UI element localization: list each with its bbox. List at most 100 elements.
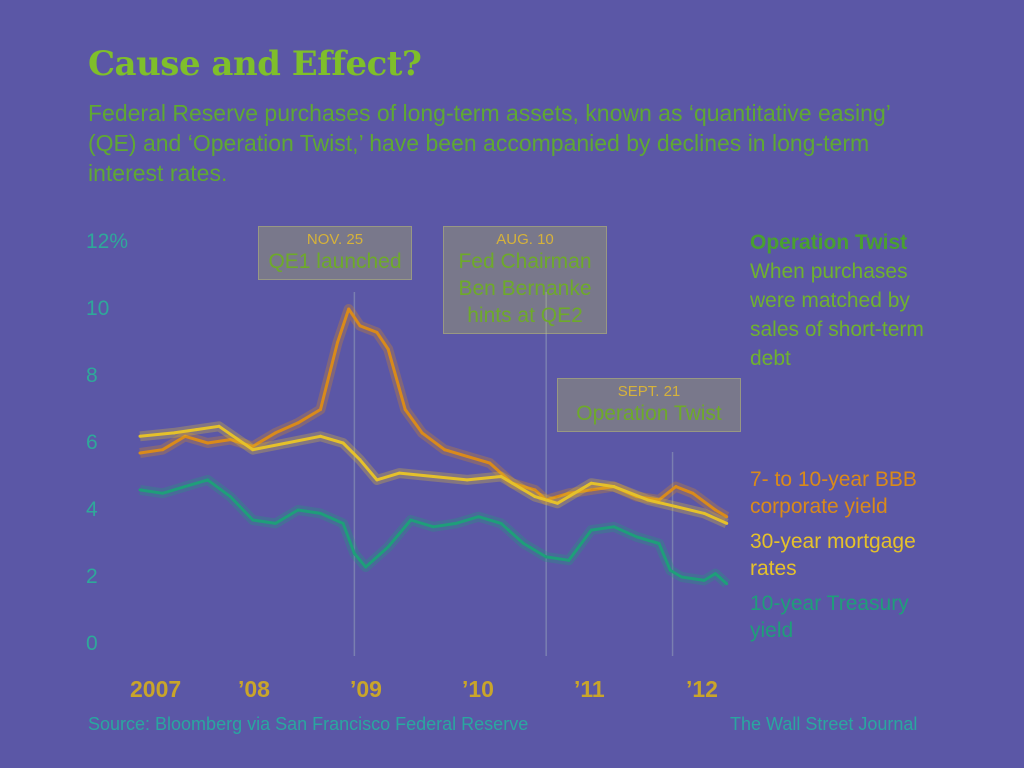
data-point (138, 451, 142, 455)
data-point (319, 434, 323, 438)
legend-treasury: 10-year Treasury yield (750, 592, 909, 642)
data-point (296, 508, 300, 512)
data-point (691, 491, 695, 495)
data-point (206, 441, 210, 445)
y-tick-label: 10 (86, 297, 110, 320)
data-point (465, 478, 469, 482)
data-point (347, 307, 351, 311)
data-point (646, 498, 650, 502)
data-point (183, 434, 187, 438)
note-heading: Operation Twist (750, 231, 908, 254)
data-point (138, 434, 142, 438)
data-point (612, 485, 616, 489)
data-point (273, 431, 277, 435)
data-point (398, 471, 402, 475)
data-point (375, 330, 379, 334)
data-point (431, 525, 435, 529)
data-point (341, 441, 345, 445)
data-point (443, 448, 447, 452)
data-point (465, 454, 469, 458)
data-point (488, 461, 492, 465)
data-point (533, 495, 537, 499)
data-point (386, 347, 390, 351)
data-point (183, 485, 187, 489)
data-point (702, 511, 706, 515)
data-point (358, 324, 362, 328)
data-point (228, 438, 232, 442)
data-point (341, 521, 345, 525)
data-point (217, 424, 221, 428)
chart-subtitle: Federal Reserve purchases of long-term a… (88, 100, 891, 186)
data-point (499, 475, 503, 478)
data-point (375, 478, 379, 482)
data-point (555, 501, 559, 505)
data-point (533, 488, 537, 492)
chart-title: Cause and Effect? (88, 44, 422, 84)
annotation-twist: SEPT. 21 Operation Twist (557, 378, 741, 432)
x-tick-label: ’10 (462, 676, 494, 702)
data-point (420, 431, 424, 435)
y-tick-label: 4 (86, 498, 98, 521)
x-tick-label: ’09 (350, 676, 382, 702)
data-point (499, 521, 503, 525)
data-point (228, 495, 232, 499)
credit: The Wall Street Journal (730, 714, 918, 734)
data-point (589, 488, 593, 492)
source-note: Source: Bloomberg via San Francisco Fede… (88, 714, 529, 734)
data-point (522, 542, 526, 545)
data-point (674, 485, 678, 489)
data-point (668, 568, 672, 572)
data-point (454, 521, 458, 525)
data-point (567, 558, 571, 562)
annotation-date: NOV. 25 (306, 231, 364, 248)
annotation-qe1: NOV. 25 QE1 launched (258, 226, 412, 280)
annotation-date: SEPT. 21 (617, 383, 681, 400)
data-point (725, 582, 729, 586)
annotation-qe2: AUG. 10 Fed Chairman Ben Bernanke hints … (443, 226, 607, 334)
annotation-text: Fed Chairman Ben Bernanke hints at QE2 (458, 250, 592, 327)
data-point (296, 421, 300, 425)
annotation-text: Operation Twist (576, 402, 722, 425)
x-tick-label: ’12 (686, 676, 718, 702)
data-point (657, 542, 661, 545)
data-point (589, 528, 593, 532)
data-point (544, 555, 548, 559)
legend-bbb: 7- to 10-year BBB corporate yield (750, 468, 917, 518)
data-point (364, 565, 368, 569)
data-point (431, 475, 435, 478)
note-text: When purchases were matched by sales of … (750, 260, 924, 370)
legend-mortgage: 30-year mortgage rates (750, 530, 916, 580)
data-point (358, 458, 362, 462)
data-point (172, 431, 176, 435)
data-point (680, 575, 684, 579)
data-point (713, 572, 717, 576)
data-point (589, 481, 593, 485)
data-point (702, 578, 706, 582)
data-point (674, 505, 678, 509)
data-point (352, 552, 356, 556)
data-point (612, 525, 616, 529)
x-tick-label: ’08 (238, 676, 270, 702)
data-point (251, 518, 255, 522)
data-point (206, 478, 210, 482)
data-point (161, 491, 165, 495)
annotation-date: AUG. 10 (496, 231, 554, 248)
data-point (567, 491, 571, 495)
y-tick-label: 12% (86, 230, 129, 253)
data-point (386, 545, 390, 549)
series-treasury-line (139, 478, 728, 585)
data-point (161, 448, 165, 452)
data-point (319, 511, 323, 515)
data-point (251, 444, 255, 448)
data-point (335, 341, 339, 344)
y-tick-label: 0 (86, 632, 98, 655)
data-point (403, 408, 407, 411)
data-point (285, 441, 289, 445)
data-point (251, 448, 255, 452)
x-tick-label: ’11 (574, 676, 605, 702)
data-point (476, 515, 480, 519)
series-mortgage-line (139, 424, 728, 525)
data-point (409, 518, 413, 522)
